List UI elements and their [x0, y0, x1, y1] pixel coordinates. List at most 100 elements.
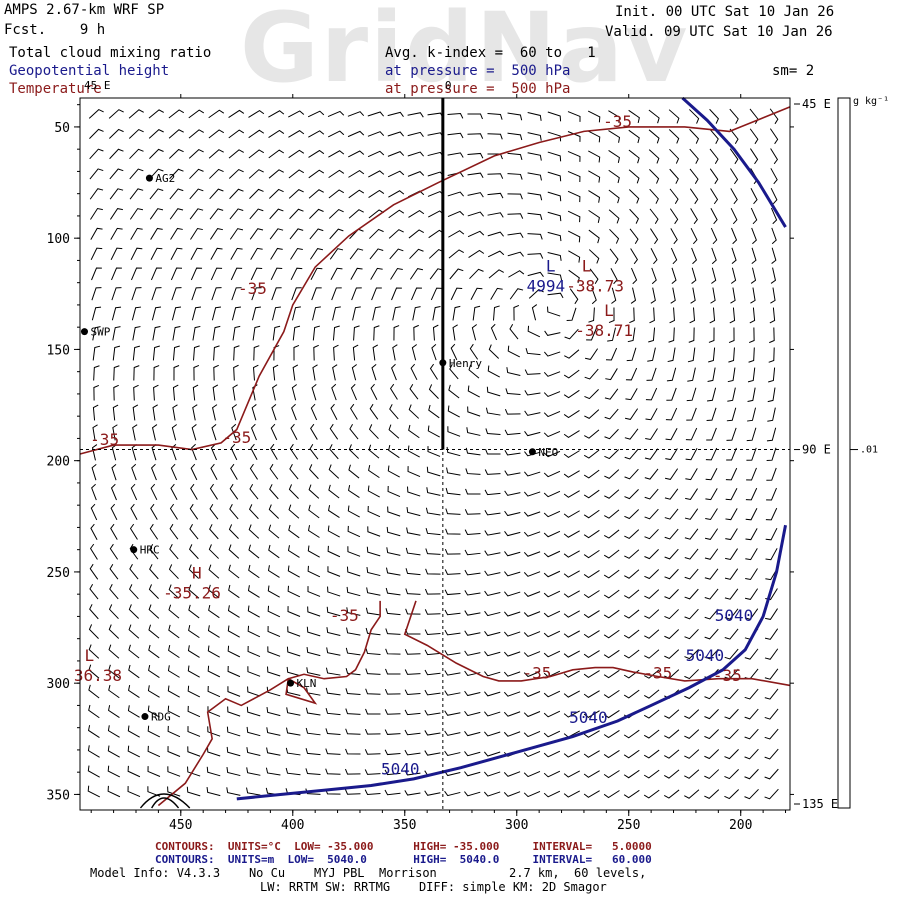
wind-barb: [291, 306, 301, 321]
contour-lines: [79, 96, 791, 809]
pressure-level-temp: at pressure = 500 hPa: [385, 81, 571, 97]
wind-barb: [228, 168, 244, 179]
wind-barb: [487, 173, 504, 179]
wind-barb: [230, 267, 243, 281]
wind-barb: [503, 731, 521, 737]
high-marker: H: [192, 564, 202, 583]
wind-barb: [665, 407, 678, 421]
wind-barb: [543, 371, 561, 377]
wind-barb: [524, 390, 541, 396]
wind-barb: [630, 287, 637, 304]
wind-barb: [629, 307, 635, 324]
wind-barb: [90, 523, 98, 540]
wind-barb: [523, 711, 541, 718]
wind-barb: [150, 503, 158, 520]
wind-barb: [569, 288, 579, 305]
wind-barb: [325, 708, 341, 716]
wind-barb: [608, 169, 620, 184]
wind-barb: [487, 365, 500, 378]
wind-barb: [467, 133, 484, 139]
wind-barb: [368, 465, 380, 479]
wind-barb: [309, 208, 324, 219]
wind-barb: [623, 649, 640, 659]
wind-barb: [130, 227, 143, 240]
wind-barb: [149, 523, 159, 540]
wind-barb: [312, 325, 320, 341]
wind-barb: [385, 668, 401, 675]
wind-barb: [503, 771, 521, 777]
wind-barb: [248, 109, 265, 118]
station-dot: [145, 174, 153, 182]
wind-barb: [169, 188, 184, 200]
wind-barb: [288, 484, 299, 499]
wind-barb: [404, 649, 421, 655]
wind-barb: [547, 292, 564, 299]
wind-barb: [272, 364, 279, 381]
wind-barb: [392, 344, 398, 361]
wind-barb: [209, 228, 223, 240]
wind-barb: [587, 110, 601, 123]
wind-barb: [246, 767, 261, 776]
wind-barb: [169, 523, 179, 540]
wind-barb: [151, 424, 158, 441]
wind-barb: [227, 625, 240, 638]
wind-barb: [425, 507, 441, 516]
wind-barb: [708, 347, 716, 363]
wind-barb: [629, 228, 639, 245]
wind-barb: [91, 444, 98, 461]
wind-barb: [88, 664, 100, 679]
wind-barb: [113, 365, 120, 381]
wind-barb: [272, 325, 281, 341]
red-contour-info: CONTOURS: UNITS=°C LOW= -35.000 HIGH= -3…: [155, 840, 652, 853]
wind-barb: [188, 544, 199, 560]
wind-barb: [246, 726, 261, 737]
wind-barb: [230, 247, 243, 260]
wind-barb: [384, 789, 401, 796]
wind-barb: [543, 650, 561, 658]
wind-barb: [465, 488, 481, 495]
wind-barb: [706, 387, 717, 402]
wind-barb: [129, 564, 139, 580]
wind-barb: [664, 508, 679, 520]
wind-barb: [365, 607, 381, 616]
wind-barb: [130, 267, 142, 281]
wind-barb: [348, 209, 364, 219]
wind-barb: [685, 427, 698, 441]
wind-barb: [228, 524, 239, 540]
wind-barb: [109, 584, 119, 600]
wind-barb: [523, 651, 541, 658]
wind-barb: [685, 468, 698, 481]
wind-barb: [623, 789, 640, 799]
wind-barb: [131, 444, 137, 461]
station-dot: [80, 328, 88, 336]
wind-barb: [684, 649, 699, 660]
wind-barb: [464, 791, 481, 797]
wind-barb: [670, 228, 678, 245]
wind-barb: [131, 287, 142, 301]
wind-barb: [766, 467, 777, 481]
wind-barb: [404, 669, 421, 675]
corner-label-mid: 0: [445, 79, 452, 92]
plot-frame: [79, 97, 791, 811]
wind-barb: [523, 730, 541, 738]
wind-barb: [193, 345, 200, 361]
wind-barb: [764, 728, 779, 740]
wind-barb: [365, 688, 381, 695]
wind-barb: [444, 750, 461, 756]
wind-barb: [603, 609, 620, 619]
wind-barb: [444, 569, 461, 575]
wind-barb: [507, 232, 524, 239]
wind-barb: [744, 668, 759, 680]
wind-barb: [591, 287, 597, 305]
wind-barb: [487, 250, 505, 258]
wind-barb: [412, 306, 421, 321]
wind-barb: [328, 150, 345, 158]
wind-barb: [305, 707, 321, 716]
wind-barb: [189, 524, 199, 540]
wind-barb: [728, 347, 735, 363]
wind-barb: [671, 267, 677, 285]
wind-barb: [87, 785, 101, 798]
wind-barb: [310, 403, 318, 421]
wind-barb: [347, 130, 365, 138]
wind-barb: [252, 325, 261, 341]
